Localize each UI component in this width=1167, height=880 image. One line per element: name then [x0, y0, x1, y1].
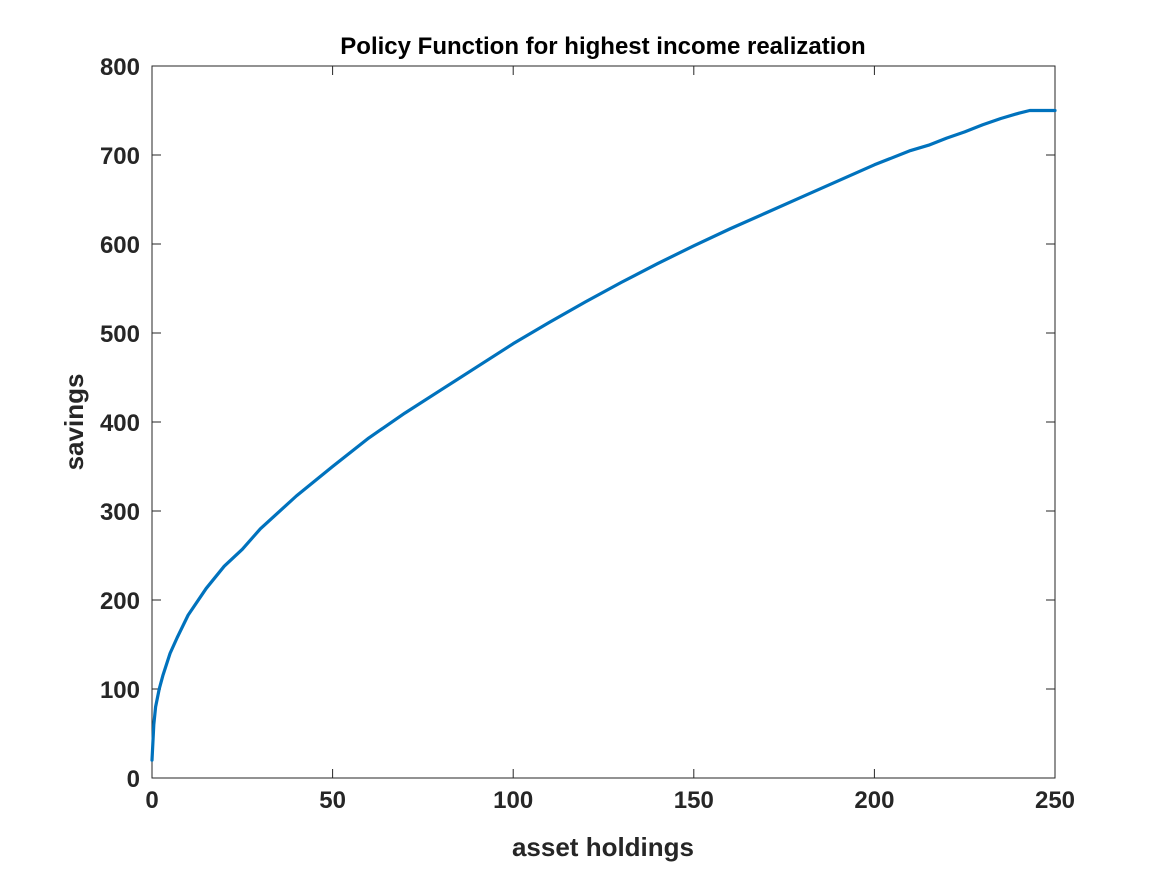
- y-tick-label: 400: [100, 410, 140, 437]
- y-tick-label: 600: [100, 232, 140, 259]
- y-tick-label: 500: [100, 321, 140, 348]
- x-tick-label: 100: [493, 787, 533, 814]
- x-tick-label: 50: [319, 787, 346, 814]
- y-tick-label: 300: [100, 499, 140, 526]
- tick-labels: 0 50 100 150 200 250 0 100 200 300 400 500 600 700 800: [100, 54, 1075, 814]
- x-axis-label: asset holdings: [512, 832, 694, 862]
- y-axis-label: savings: [59, 374, 89, 471]
- y-tick-label: 200: [100, 588, 140, 615]
- x-tick-label: 250: [1035, 787, 1075, 814]
- y-tick-label: 800: [100, 54, 140, 81]
- x-tick-label: 150: [674, 787, 714, 814]
- series-line: [150, 108, 1057, 762]
- y-tick-label: 0: [127, 766, 140, 793]
- x-tick-label: 200: [854, 787, 894, 814]
- chart-title: Policy Function for highest income reali…: [340, 33, 865, 60]
- y-tick-label: 100: [100, 677, 140, 704]
- axis-ticks: [151, 65, 1056, 779]
- y-tick-label: 700: [100, 143, 140, 170]
- x-tick-label: 0: [145, 787, 158, 814]
- plot-area: [151, 65, 1056, 779]
